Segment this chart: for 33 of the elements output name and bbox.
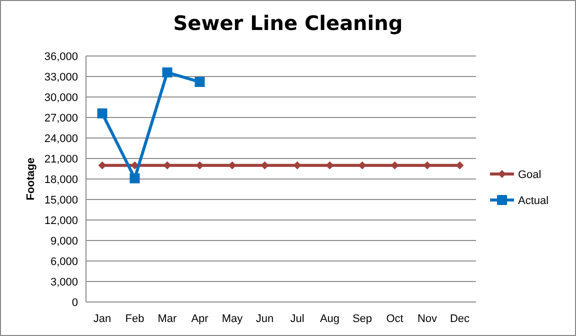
y-tick-label: 6,000 [50, 256, 78, 268]
point [194, 76, 205, 87]
x-tick-label: Jan [93, 313, 112, 325]
y-tick-label: 33,000 [44, 71, 78, 84]
point [97, 108, 108, 118]
x-tick-label: Feb [125, 313, 144, 325]
y-tick-label: 9,000 [50, 235, 78, 248]
y-tick-label: 24,000 [44, 132, 78, 145]
y-tick-label: 36,000 [44, 50, 78, 63]
y-tick-label: 0 [72, 296, 78, 309]
x-tick-label: Nov [417, 313, 438, 325]
x-tick-label: Mar [158, 313, 178, 325]
point [162, 67, 172, 78]
y-tick-label: 21,000 [44, 153, 78, 166]
x-tick-label: Oct [386, 313, 404, 325]
x-tick-label: Apr [191, 313, 209, 325]
x-tick-label: May [222, 313, 244, 325]
x-tick-label: Aug [320, 313, 340, 325]
y-axis-title: Footage [25, 158, 37, 200]
y-tick-label: 3,000 [50, 276, 78, 288]
legend-label: Goal [518, 168, 542, 181]
x-tick-label: Sep [352, 313, 372, 325]
y-tick-label: 30,000 [44, 92, 78, 104]
x-tick-label: Jul [290, 313, 304, 325]
chart-title: Sewer Line Cleaning [173, 11, 403, 35]
x-tick-label: Dec [450, 313, 470, 325]
y-tick-label: 12,000 [44, 214, 78, 227]
x-tick-label: Jun [256, 313, 274, 325]
point [130, 173, 140, 184]
y-tick-label: 18,000 [44, 174, 78, 186]
y-tick-label: 15,000 [44, 194, 78, 206]
legend-label: Actual [518, 194, 549, 207]
y-tick-label: 27,000 [44, 112, 78, 124]
